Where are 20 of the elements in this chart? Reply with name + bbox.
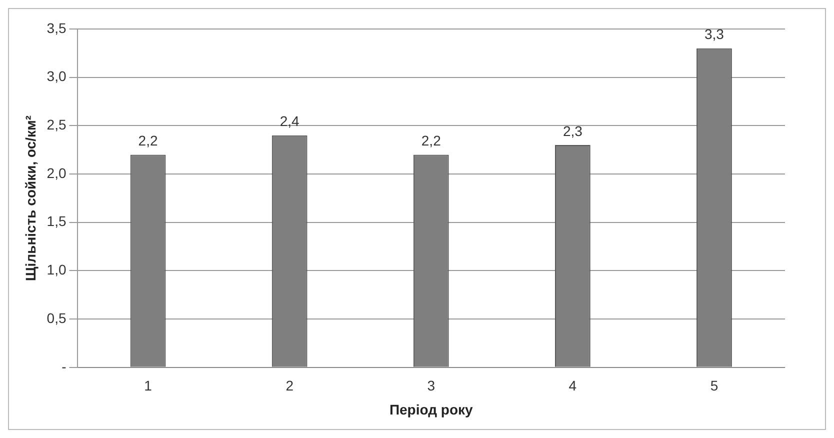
- data-label: 3,3: [704, 26, 724, 42]
- data-label: 2,4: [280, 113, 300, 130]
- x-axis-title: Період року: [389, 401, 474, 418]
- data-label: 2,2: [421, 132, 442, 149]
- x-tick-label: 3: [427, 378, 436, 394]
- data-label: 2,3: [562, 122, 583, 139]
- y-tick-label: 3,5: [46, 20, 66, 36]
- x-tick-label: 5: [710, 378, 718, 394]
- x-tick-label: 2: [286, 378, 294, 394]
- y-tick-label: 1,0: [46, 262, 66, 278]
- y-tick-label: 3,0: [46, 68, 66, 84]
- y-tick-label: 2,0: [46, 164, 66, 181]
- data-label: 2,2: [138, 132, 158, 149]
- y-tick-label: 1,5: [46, 213, 66, 230]
- x-tick-label: 4: [568, 378, 577, 394]
- y-axis-title: Щільність сойки, ос/км²: [22, 115, 38, 281]
- y-tick-label: 0,5: [46, 310, 66, 326]
- x-tick-label: 1: [144, 378, 152, 394]
- y-tick-label: -: [62, 358, 67, 374]
- y-tick-label: 2,5: [46, 116, 66, 133]
